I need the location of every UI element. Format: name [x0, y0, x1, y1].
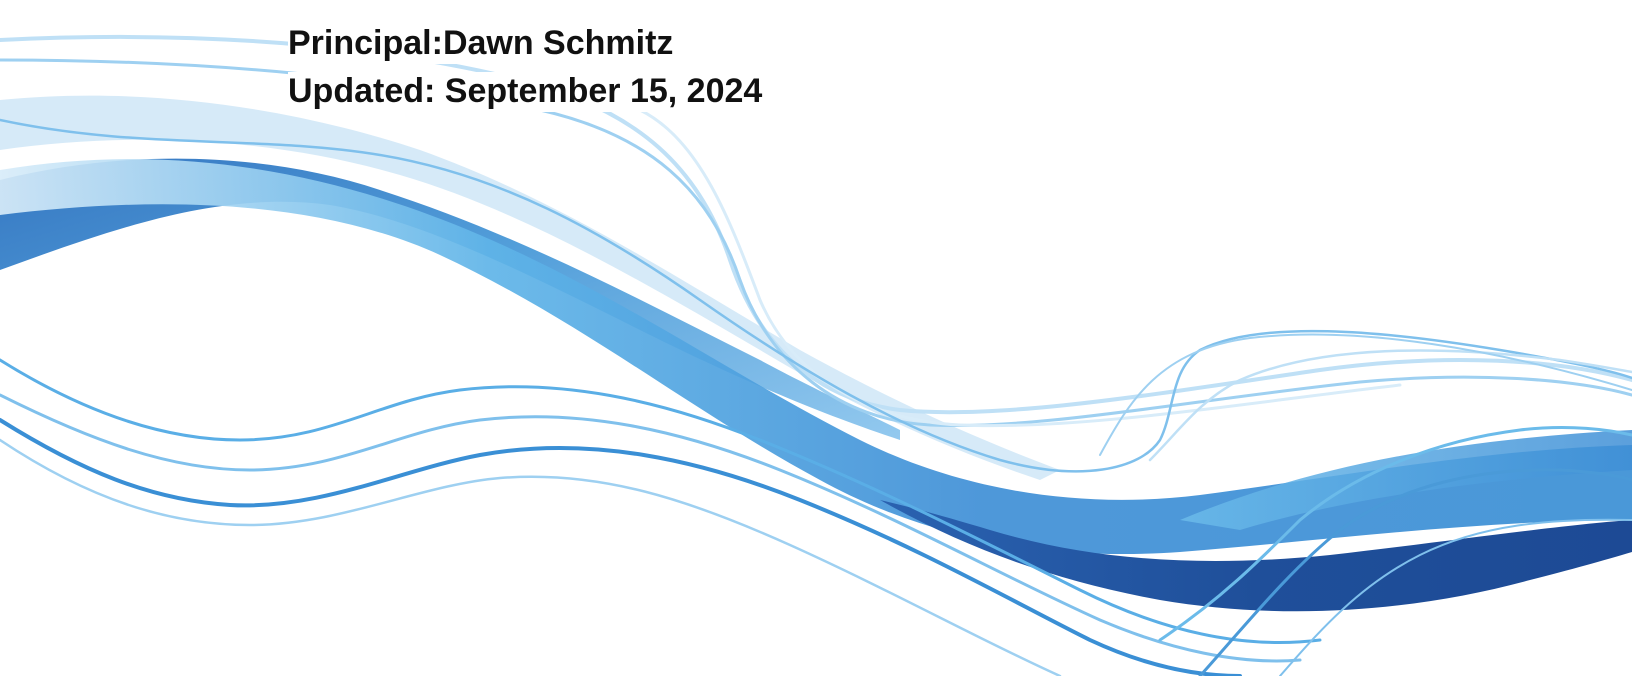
wave-band-dark	[880, 500, 1632, 612]
document-header: Principal:Dawn Schmitz Updated: Septembe…	[288, 24, 767, 112]
updated-label: Updated:	[288, 72, 436, 110]
updated-line: Updated: September 15, 2024	[288, 72, 767, 112]
wave-band-pale	[0, 95, 1060, 480]
updated-date: September 15, 2024	[444, 72, 763, 110]
principal-line: Principal:Dawn Schmitz	[288, 24, 678, 64]
principal-name: Dawn Schmitz	[442, 24, 674, 62]
principal-label: Principal:	[288, 24, 443, 62]
wave-streamers	[0, 34, 1632, 676]
wave-band-main	[0, 159, 1632, 555]
wave-band-right	[1180, 430, 1632, 530]
